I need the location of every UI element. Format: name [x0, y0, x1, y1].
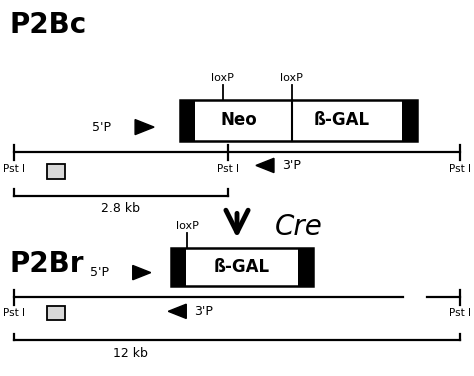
Polygon shape [256, 158, 274, 173]
Text: Pst I: Pst I [449, 164, 471, 174]
Text: loxP: loxP [211, 73, 234, 83]
Text: 5'P: 5'P [92, 121, 111, 133]
Bar [171, 248, 313, 286]
Text: Pst I: Pst I [217, 164, 238, 174]
Text: 12 kb: 12 kb [113, 347, 148, 360]
Text: P2Bc: P2Bc [9, 11, 87, 39]
Text: loxP: loxP [176, 221, 199, 231]
Text: 2.8 kb: 2.8 kb [101, 202, 140, 215]
Bar [292, 100, 402, 141]
Text: Pst I: Pst I [3, 308, 25, 318]
Bar [195, 100, 292, 141]
Text: ß-GAL: ß-GAL [214, 258, 270, 276]
Text: 5'P: 5'P [90, 266, 109, 279]
Text: 3'P: 3'P [282, 159, 301, 172]
Bar [171, 248, 313, 286]
Text: Pst I: Pst I [449, 308, 471, 318]
Bar [180, 100, 417, 141]
Bar [186, 248, 298, 286]
Polygon shape [135, 120, 154, 135]
Text: loxP: loxP [280, 73, 303, 83]
Polygon shape [168, 304, 186, 318]
Bar [180, 100, 417, 141]
Text: ß-GAL: ß-GAL [313, 111, 369, 129]
Text: Pst I: Pst I [3, 164, 25, 174]
Text: 3'P: 3'P [194, 305, 213, 318]
Text: Cre: Cre [275, 214, 323, 241]
Text: Neo: Neo [221, 111, 258, 129]
Bar [47, 306, 65, 320]
Polygon shape [133, 265, 151, 280]
Text: P2Br: P2Br [9, 250, 84, 278]
Bar [47, 164, 65, 179]
